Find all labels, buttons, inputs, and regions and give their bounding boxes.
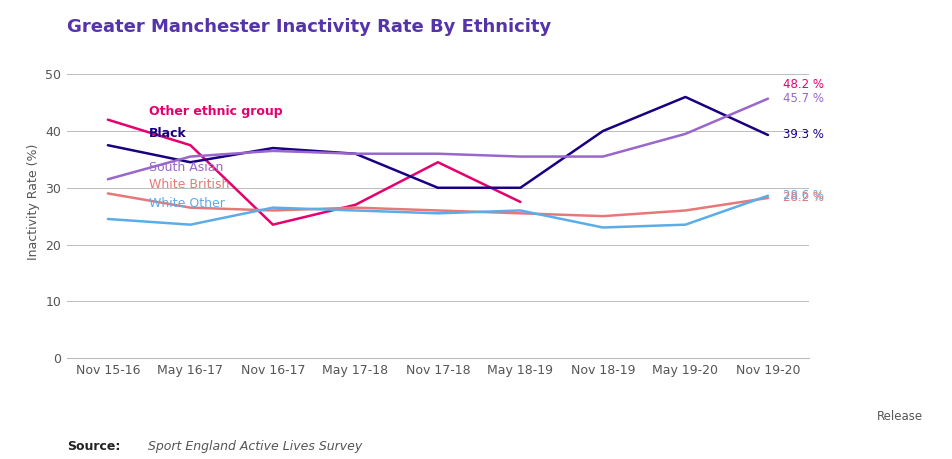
Text: 45.7 %: 45.7 % <box>783 92 823 105</box>
Text: Greater Manchester Inactivity Rate By Ethnicity: Greater Manchester Inactivity Rate By Et… <box>67 18 551 36</box>
Text: 28.6 %: 28.6 % <box>783 189 823 202</box>
Text: 28.2 %: 28.2 % <box>783 191 823 205</box>
Text: 48.2 %: 48.2 % <box>783 78 823 91</box>
Text: Release: Release <box>878 410 923 423</box>
Text: White Other: White Other <box>149 197 225 210</box>
Text: Other ethnic group: Other ethnic group <box>149 105 283 118</box>
Text: White British: White British <box>149 179 229 191</box>
Y-axis label: Inactivity Rate (%): Inactivity Rate (%) <box>27 144 40 260</box>
Text: 39.3 %: 39.3 % <box>783 129 823 141</box>
Text: South Asian: South Asian <box>149 162 224 174</box>
Text: Black: Black <box>149 127 187 140</box>
Text: Sport England Active Lives Survey: Sport England Active Lives Survey <box>148 440 362 453</box>
Text: Source:: Source: <box>67 440 120 453</box>
